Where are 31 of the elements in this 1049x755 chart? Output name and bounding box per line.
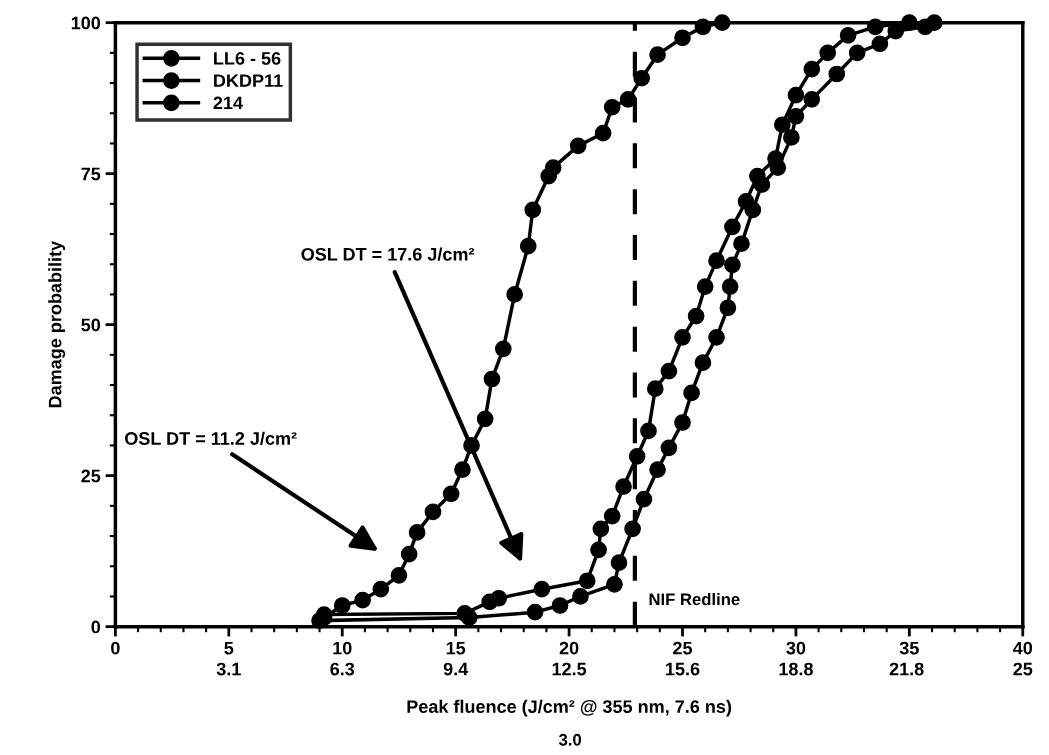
ref-line-label: NIF Redline <box>649 592 740 606</box>
x2-tick-label: 12.5 <box>552 662 587 676</box>
x-tick-label: 35 <box>899 641 919 655</box>
legend-label: LL6 - 56 <box>214 52 281 65</box>
x-tick-label: 40 <box>1013 641 1033 655</box>
y-tick-label: 25 <box>81 469 101 483</box>
x2-tick-label: 3.1 <box>216 662 241 676</box>
x-tick-label: 25 <box>673 641 693 655</box>
text: 3.0 <box>558 733 582 746</box>
x-tick-label: 20 <box>559 641 579 655</box>
x-tick-label: 10 <box>333 641 352 655</box>
y-tick-label: 0 <box>91 620 101 634</box>
legend-label: 214 <box>213 96 243 110</box>
y-axis-title: Damage probability <box>48 240 66 408</box>
annotation: OSL DT = 17.6 J/cm² <box>301 247 475 261</box>
x-tick-label: 0 <box>111 641 120 655</box>
x2-tick-label: 9.4 <box>443 662 469 676</box>
legend-label: DKDP11 <box>214 74 283 87</box>
y-tick-label: 50 <box>81 318 101 332</box>
x2-tick-label: 15.6 <box>666 662 700 676</box>
y-tick-label: 100 <box>71 16 101 30</box>
x-tick-label: 30 <box>786 641 806 655</box>
x2-tick-label: 6.3 <box>330 662 355 676</box>
x2-tick-label: 25 <box>1013 662 1033 676</box>
x2-tick-label: 18.8 <box>779 662 813 676</box>
x-tick-label: 5 <box>224 641 234 655</box>
x2-tick-label: 21.8 <box>889 662 924 676</box>
x-axis-title: Peak fluence (J/cm² @ 355 nm, 7.6 ns) <box>407 699 732 717</box>
y-tick-label: 75 <box>81 167 101 181</box>
x-tick-label: 15 <box>446 641 466 655</box>
annotation: OSL DT = 11.2 J/cm² <box>125 431 297 446</box>
